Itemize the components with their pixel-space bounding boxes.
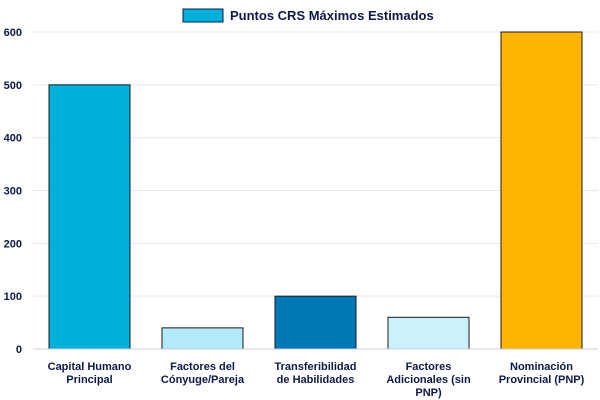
y-tick-label: 500 [4, 80, 22, 92]
y-axis-ticks: 0 100 200 300 400 500 600 [4, 27, 22, 356]
bar [500, 31, 583, 350]
x-tick-label: Transferibilidad de Habilidades [275, 361, 357, 386]
bar [161, 327, 244, 350]
legend-swatch [182, 8, 224, 23]
bar [387, 316, 470, 350]
legend: Puntos CRS Máximos Estimados [182, 8, 434, 23]
bars [48, 31, 583, 350]
y-tick-label: 600 [4, 27, 22, 39]
legend-label: Puntos CRS Máximos Estimados [230, 8, 434, 23]
x-tick-label: Factores Adicionales (sin PNP) [386, 361, 471, 399]
x-axis-labels: Capital Humano Principal Factores del Cónyu… [48, 361, 585, 399]
x-tick-label: Capital Humano Principal [48, 361, 132, 386]
x-tick-label: Factores del Cónyuge/Pareja [161, 361, 245, 386]
y-tick-label: 400 [4, 133, 22, 145]
bar [48, 84, 131, 350]
y-tick-label: 0 [16, 344, 22, 356]
y-tick-label: 200 [4, 238, 22, 250]
bar [274, 295, 357, 350]
y-tick-label: 300 [4, 186, 22, 198]
y-tick-label: 100 [4, 291, 22, 303]
x-tick-label: Nominación Provincial (PNP) [499, 361, 585, 386]
